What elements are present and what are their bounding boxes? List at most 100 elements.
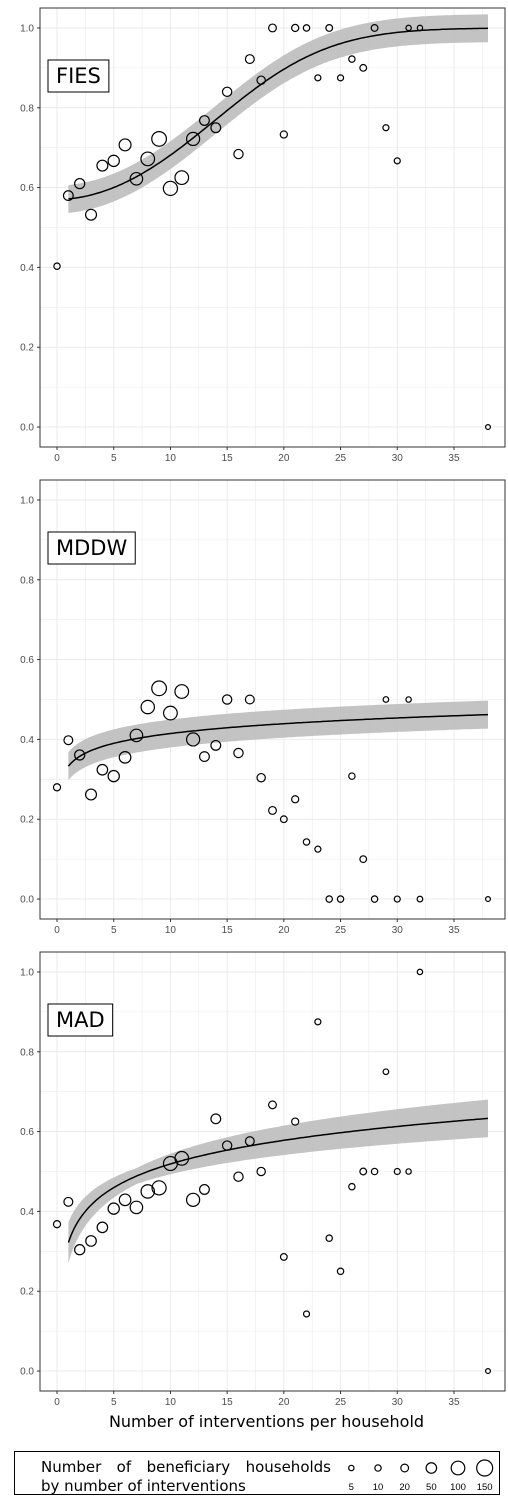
data-point bbox=[314, 74, 322, 82]
panel-label: FIES bbox=[56, 64, 101, 88]
data-point bbox=[336, 1267, 345, 1276]
data-point bbox=[198, 115, 210, 127]
data-point bbox=[151, 130, 167, 147]
y-tick-label: 0.2 bbox=[20, 1287, 34, 1298]
data-point bbox=[405, 696, 412, 703]
x-tick-label: 30 bbox=[392, 453, 404, 464]
confidence-ribbon bbox=[68, 1099, 489, 1263]
data-point bbox=[74, 749, 86, 761]
data-point bbox=[198, 751, 210, 763]
data-point bbox=[416, 895, 424, 903]
data-point bbox=[107, 154, 120, 168]
y-tick-label: 0.2 bbox=[20, 343, 34, 354]
points bbox=[52, 968, 492, 1375]
data-point bbox=[198, 1184, 210, 1195]
x-tick-label: 30 bbox=[392, 1397, 404, 1408]
legend-title: Number of beneficiary households by numb… bbox=[41, 1458, 331, 1496]
y-tick-label: 1.0 bbox=[20, 495, 34, 506]
data-point bbox=[163, 705, 178, 721]
data-point bbox=[393, 157, 401, 165]
legend-keys: 5 10 20 50 100 150 bbox=[348, 1459, 494, 1493]
data-point bbox=[336, 895, 345, 903]
panel-label-box: MDDW bbox=[47, 531, 136, 565]
fit-line bbox=[67, 1117, 489, 1243]
data-point bbox=[151, 1180, 167, 1196]
confidence-ribbon bbox=[68, 700, 489, 781]
data-point bbox=[279, 130, 288, 139]
data-point bbox=[291, 1117, 300, 1126]
x-axis-label: Number of interventions per household bbox=[109, 1412, 424, 1431]
data-point bbox=[484, 424, 492, 431]
legend-key-label: 150 bbox=[477, 1482, 493, 1493]
legend-key-circle bbox=[348, 1464, 355, 1472]
x-tick-label: 5 bbox=[111, 1397, 117, 1408]
legend-key-circle bbox=[450, 1460, 466, 1476]
data-point bbox=[221, 1140, 233, 1151]
data-point bbox=[118, 1193, 132, 1207]
panel-label-box: MAD bbox=[47, 1003, 114, 1037]
data-point bbox=[185, 131, 201, 147]
data-point bbox=[325, 24, 334, 32]
legend-key-circle bbox=[400, 1463, 410, 1473]
legend-key-label: 5 bbox=[349, 1482, 354, 1493]
data-point bbox=[382, 1068, 390, 1076]
panel-fies: 0.0 0.2 0.4 0.6 0.8 1.0 0 5 10 15 20 25 30 35 FIES bbox=[20, 7, 506, 464]
x-tick-label: 0 bbox=[54, 453, 60, 464]
data-point bbox=[291, 23, 300, 33]
data-point bbox=[325, 895, 333, 903]
data-point bbox=[96, 1221, 109, 1234]
x-tick-label: 35 bbox=[448, 1397, 460, 1408]
x-tick-label: 25 bbox=[335, 453, 347, 464]
x-tick-label: 0 bbox=[54, 925, 60, 936]
points bbox=[53, 23, 492, 431]
confidence-ribbon bbox=[68, 14, 489, 213]
x-tick-label: 25 bbox=[335, 1397, 347, 1408]
data-point bbox=[129, 1200, 144, 1215]
y-tick-label: 0.2 bbox=[20, 815, 34, 826]
data-point bbox=[484, 896, 492, 903]
legend-key-label: 10 bbox=[373, 1482, 384, 1493]
data-point bbox=[140, 151, 156, 167]
data-point bbox=[416, 968, 424, 976]
panel-label-frame bbox=[47, 1003, 114, 1037]
x-tick-label: 20 bbox=[278, 453, 290, 464]
x-tick-label: 5 bbox=[111, 453, 117, 464]
data-point bbox=[174, 684, 190, 699]
x-tick-label: 10 bbox=[165, 925, 177, 936]
data-point bbox=[393, 895, 401, 903]
data-point bbox=[359, 63, 368, 72]
data-point bbox=[382, 124, 390, 132]
legend-title-line-2: by number of interventions bbox=[41, 1477, 246, 1495]
data-point bbox=[140, 699, 156, 715]
data-point bbox=[210, 739, 222, 751]
data-point bbox=[244, 694, 255, 705]
x-tick-label: 5 bbox=[111, 925, 117, 936]
y-tick-label: 0.0 bbox=[20, 423, 34, 434]
points bbox=[52, 680, 492, 903]
x-tick-label: 10 bbox=[165, 453, 177, 464]
grid bbox=[40, 480, 505, 919]
x-tick-label: 20 bbox=[278, 1397, 290, 1408]
data-point bbox=[370, 24, 379, 32]
data-point bbox=[233, 747, 244, 759]
legend-key-circle bbox=[476, 1459, 494, 1477]
fit-line bbox=[68, 27, 489, 200]
panel-label-frame bbox=[47, 59, 110, 93]
data-point bbox=[85, 1235, 97, 1247]
data-point bbox=[359, 1167, 368, 1176]
data-point bbox=[185, 732, 201, 747]
data-point bbox=[74, 177, 86, 190]
legend-key-label: 20 bbox=[399, 1482, 410, 1493]
data-point bbox=[107, 1202, 120, 1215]
data-point bbox=[325, 1234, 333, 1242]
data-point bbox=[256, 772, 266, 783]
data-point bbox=[185, 1192, 201, 1207]
data-point bbox=[336, 74, 345, 82]
x-tick-label: 15 bbox=[222, 925, 234, 936]
grid bbox=[40, 952, 505, 1391]
y-tick-label: 0.6 bbox=[20, 655, 34, 666]
x-tick-label: 20 bbox=[278, 925, 290, 936]
data-point bbox=[63, 735, 74, 746]
data-point bbox=[162, 180, 179, 197]
